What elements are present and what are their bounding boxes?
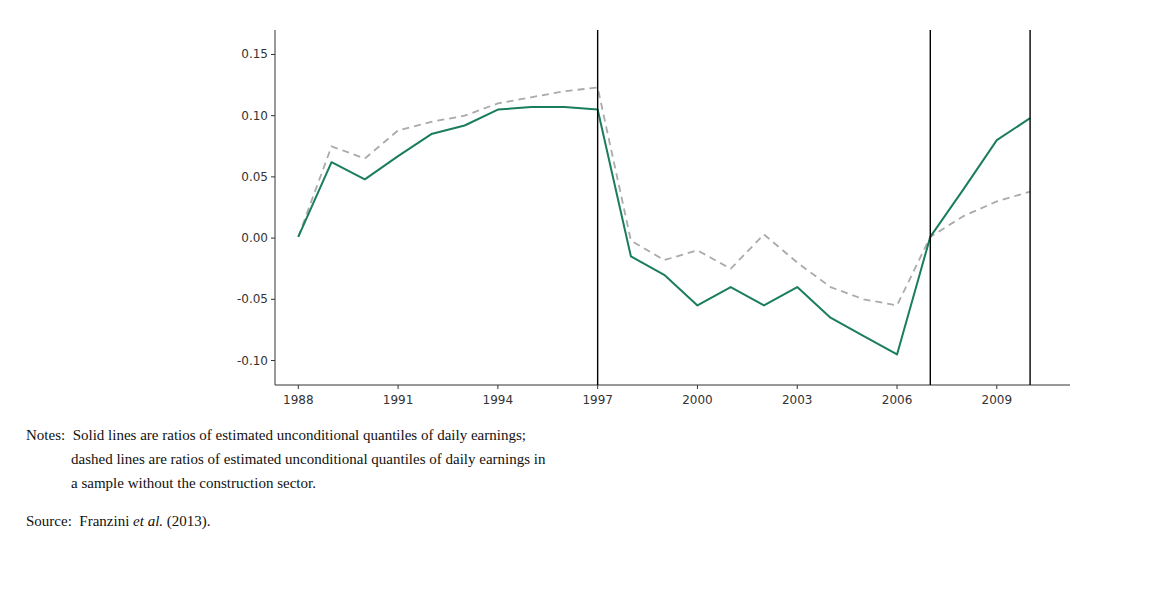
y-tick-label: 0.00 [241,231,268,245]
x-tick-label: 2006 [882,393,913,407]
x-tick [398,385,399,389]
source-part: et al. [133,513,163,529]
x-tick [298,385,299,389]
note: Notes: Solid lines are ratios of estimat… [26,427,526,443]
y-tick [271,299,275,300]
note: dashed lines are ratios of estimated unc… [26,451,546,467]
y-tick [271,54,275,55]
vertical-line [1029,30,1030,385]
y-tick-label: 0.15 [241,47,268,61]
x-tick [996,385,997,389]
source: Source: Franzini et al. (2013). [26,513,211,530]
y-tick-label: -0.10 [237,354,268,368]
x-tick [897,385,898,389]
note: a sample without the construction sector… [26,475,316,491]
x-tick-label: 1988 [283,393,314,407]
x-tick [597,385,598,389]
y-tick-label: 0.05 [241,170,268,184]
x-tick-label: 2000 [682,393,713,407]
source-part: Source: Franzini [26,513,133,529]
x-tick-label: 2003 [782,393,813,407]
chart: -0.10 -0.05 0.00 0.05 0.10 0.15 1988 1991 1994 19… [0,0,1165,608]
vertical-line [930,30,931,385]
x-tick-label: 1997 [582,393,613,407]
y-tick-label: 0.10 [241,109,268,123]
x-tick [497,385,498,389]
x-tick [697,385,698,389]
y-tick-label: -0.05 [237,292,268,306]
source-part: (2013). [163,513,211,530]
series-line [298,107,1030,354]
x-tick-label: 1994 [483,393,514,407]
plot-area [298,30,1030,385]
x-tick-label: 2009 [982,393,1013,407]
y-tick [271,360,275,361]
y-tick [271,176,275,177]
y-tick [271,238,275,239]
y-axis [275,30,276,385]
y-tick [271,115,275,116]
vertical-line [597,30,598,385]
x-axis [275,385,1070,386]
x-tick [797,385,798,389]
x-tick-label: 1991 [383,393,414,407]
